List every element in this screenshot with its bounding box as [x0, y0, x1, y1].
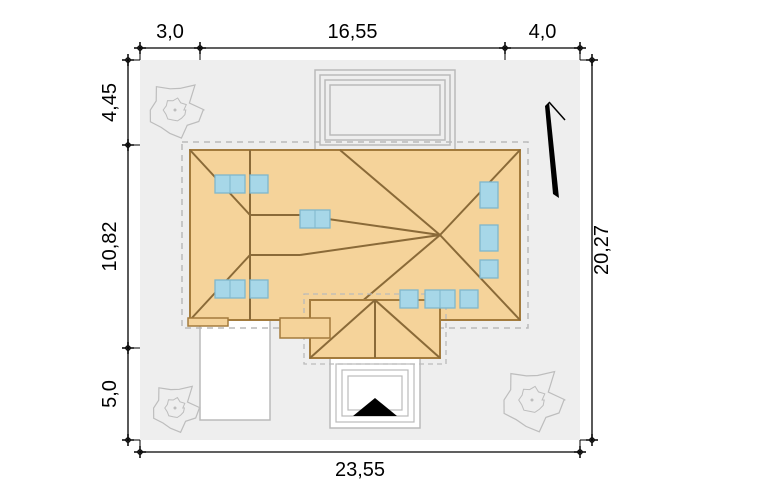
- dim-label: 3,0: [156, 21, 184, 43]
- dim-label: 10,82: [99, 221, 121, 271]
- entry-porch: [330, 358, 420, 428]
- driveway: [200, 320, 270, 420]
- site-plan-diagram: 3,0 16,55 4,0 23,55 4,45 10,82 5,0 20,27: [0, 0, 780, 503]
- dim-label: 23,55: [335, 459, 385, 481]
- dim-label: 16,55: [327, 21, 377, 43]
- dim-label: 4,0: [529, 21, 557, 43]
- dim-label: 5,0: [99, 380, 121, 408]
- dim-label: 20,27: [591, 225, 613, 275]
- dim-label: 4,45: [99, 83, 121, 122]
